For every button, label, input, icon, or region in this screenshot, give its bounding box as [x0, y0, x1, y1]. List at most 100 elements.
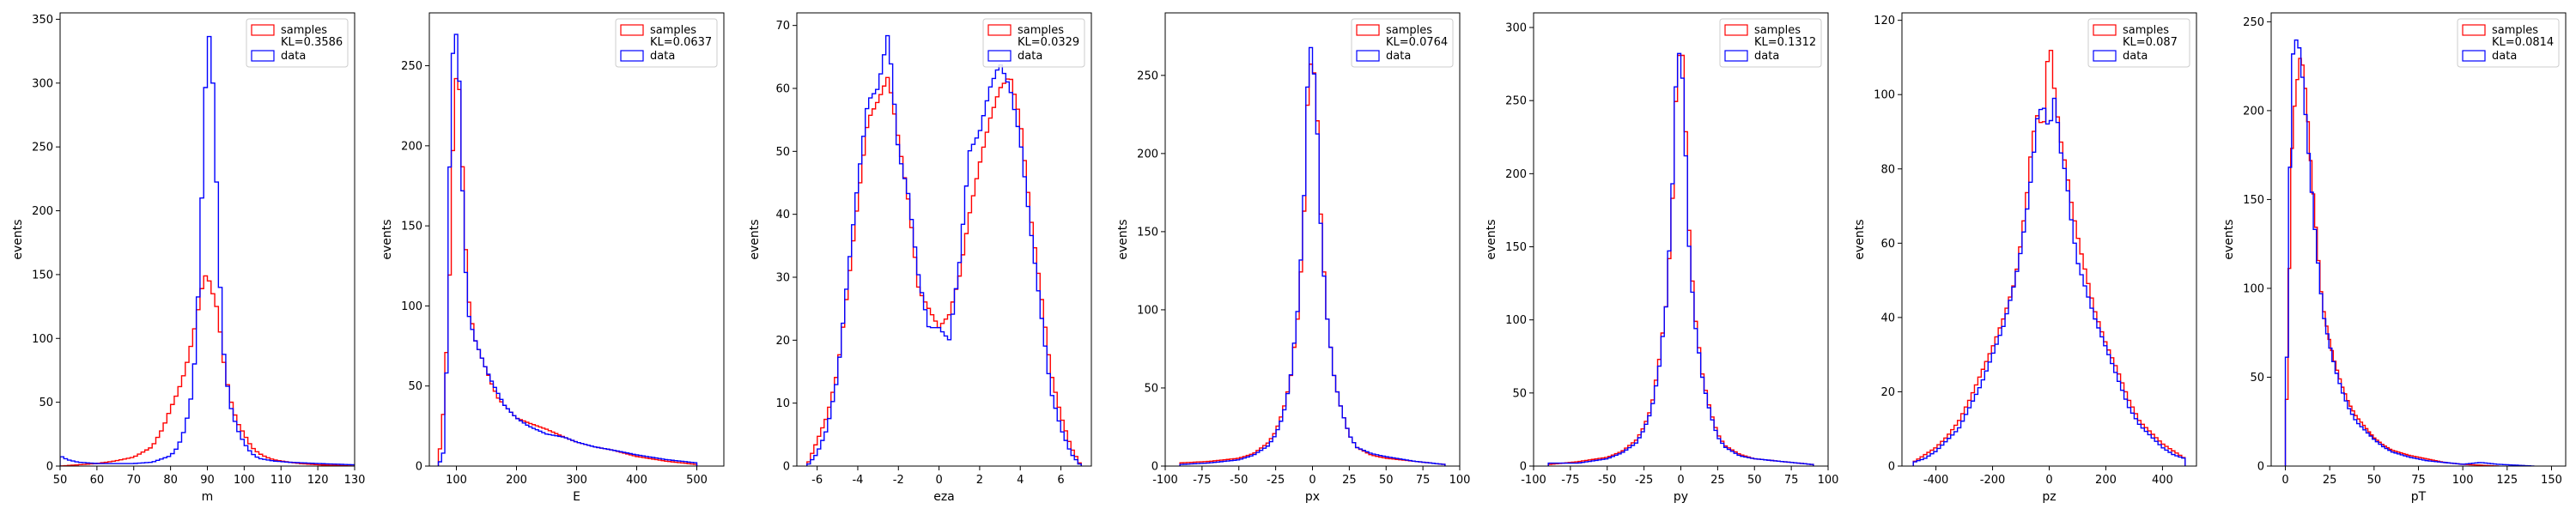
legend-box: [2087, 18, 2190, 68]
y-tick-label: 150: [401, 221, 422, 233]
x-tick-label: -25: [1635, 474, 1653, 487]
series-data-step: [60, 35, 355, 466]
x-tick-label: 60: [90, 474, 105, 487]
y-tick-label: 50: [775, 146, 790, 159]
x-tick-label: 75: [2411, 474, 2426, 487]
x-tick-label: -200: [1980, 474, 2006, 487]
legend-kl-annotation: KL=0.0637: [650, 36, 712, 49]
x-tick-label: 6: [1057, 474, 1064, 487]
axes-frame: [796, 12, 1092, 467]
legend-label-samples: samples: [1018, 24, 1064, 37]
x-tick-label: 125: [2496, 474, 2518, 487]
x-tick-label: 2: [976, 474, 983, 487]
series-samples-step: [437, 77, 698, 466]
y-tick-label: 200: [1505, 168, 1527, 181]
y-tick-label: 80: [1880, 163, 1895, 176]
legend-label-samples: samples: [281, 24, 327, 37]
x-tick-label: 50: [1747, 474, 1762, 487]
legend-label-samples: samples: [2123, 24, 2169, 37]
legend-swatch-data: [1724, 50, 1748, 62]
y-tick-label: 250: [2243, 16, 2264, 29]
x-tick-label: -25: [1267, 474, 1285, 487]
y-tick-label: 30: [775, 272, 790, 285]
x-axis-label: pT: [2411, 490, 2427, 504]
series-data-step: [1179, 46, 1446, 466]
x-tick-label: -50: [1230, 474, 1248, 487]
y-tick-label: 0: [416, 461, 422, 474]
y-tick-label: 60: [1880, 238, 1895, 251]
y-tick-label: 120: [1874, 15, 1895, 27]
series-samples-step: [1912, 50, 2186, 466]
legend-swatch-data: [251, 50, 275, 62]
y-tick-label: 0: [2257, 461, 2264, 474]
x-tick-label: -6: [811, 474, 823, 487]
y-tick-label: 250: [1505, 95, 1527, 108]
x-tick-label: 4: [1017, 474, 1024, 487]
legend-label-samples: samples: [1386, 24, 1432, 37]
y-tick-label: 100: [2243, 282, 2264, 295]
x-tick-label: -75: [1193, 474, 1211, 487]
y-tick-label: 100: [32, 333, 53, 346]
legend-label-data: data: [1386, 50, 1411, 63]
series-samples-step: [2284, 58, 2500, 466]
x-tick-label: 25: [1710, 474, 1725, 487]
x-tick-label: -100: [1152, 474, 1178, 487]
legend-label-data: data: [281, 50, 306, 63]
y-axis-label: events: [2222, 219, 2236, 259]
y-tick-label: 200: [32, 205, 53, 218]
y-tick-label: 250: [1137, 70, 1158, 82]
x-axis-label: py: [1674, 490, 1688, 504]
legend-swatch-samples: [2093, 24, 2117, 36]
legend-kl-annotation: KL=0.087: [2123, 36, 2178, 49]
x-tick-label: 25: [1342, 474, 1357, 487]
x-tick-label: 100: [1818, 474, 1839, 487]
series-data-step: [1912, 97, 2186, 466]
legend-label-data: data: [1754, 50, 1779, 63]
series-samples-step: [1179, 64, 1446, 466]
x-tick-label: 200: [2095, 474, 2117, 487]
y-tick-label: 200: [2243, 105, 2264, 118]
series-data-step: [1547, 52, 1814, 466]
legend-swatch-data: [987, 50, 1012, 62]
y-axis-label: events: [748, 219, 762, 259]
legend-kl-annotation: KL=0.0329: [1018, 36, 1079, 49]
axes-frame: [1901, 12, 2197, 467]
x-tick-label: -75: [1561, 474, 1579, 487]
x-tick-label: 300: [566, 474, 587, 487]
y-tick-label: 50: [408, 380, 422, 393]
y-tick-label: 60: [775, 83, 790, 96]
x-tick-label: 25: [2323, 474, 2337, 487]
x-tick-label: 0: [2281, 474, 2288, 487]
legend-kl-annotation: KL=0.1312: [1754, 36, 1816, 49]
x-tick-label: 0: [2045, 474, 2052, 487]
y-tick-label: 0: [1520, 461, 1527, 474]
legend-label-data: data: [2492, 50, 2517, 63]
x-tick-label: 400: [626, 474, 647, 487]
subplot-eza: -6 -4 -2 0 2 4 6010203040506070ezaeventssample…: [748, 12, 1092, 504]
x-tick-label: 150: [2541, 474, 2562, 487]
y-tick-label: 50: [2250, 372, 2264, 385]
series-data-step: [437, 33, 698, 466]
x-tick-label: -50: [1598, 474, 1616, 487]
y-axis-label: events: [1116, 219, 1130, 259]
x-tick-label: 50: [2367, 474, 2382, 487]
x-tick-label: 50: [53, 474, 68, 487]
y-tick-label: 0: [1151, 461, 1158, 474]
legend-box: [246, 18, 349, 68]
series-samples-step: [60, 275, 355, 466]
y-tick-label: 250: [401, 60, 422, 73]
legend-label-data: data: [2123, 50, 2148, 63]
x-tick-label: 100: [1449, 474, 1471, 487]
x-tick-label: 100: [446, 474, 467, 487]
subplot-px: -100 -75 -50 -25 0 25 50 75 100 0 50 100 150 200 250 px…: [1116, 12, 1471, 504]
series-data-step: [2284, 39, 2535, 466]
legend-label-data: data: [650, 50, 675, 63]
axes-frame: [1164, 12, 1461, 467]
y-tick-label: 250: [32, 142, 53, 154]
